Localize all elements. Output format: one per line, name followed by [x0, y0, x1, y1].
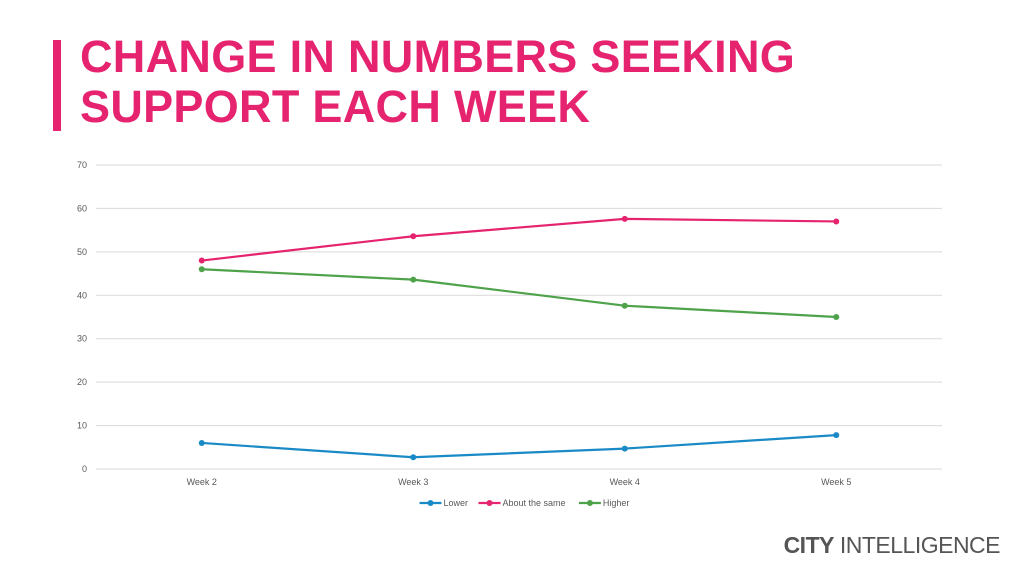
data-point-about-the-same: [833, 218, 840, 225]
series-line-lower: [201, 434, 837, 459]
data-point-lower: [410, 454, 417, 461]
data-point-about-the-same: [410, 233, 417, 240]
y-tick-label: 30: [77, 334, 87, 344]
y-tick-label: 60: [77, 203, 87, 213]
data-point-about-the-same: [198, 257, 205, 264]
brand-logo-regular: INTELLIGENCE: [839, 532, 1001, 558]
y-tick-label: 40: [77, 290, 87, 300]
y-tick-label: 10: [77, 421, 87, 431]
legend-label-lower: Lower: [444, 498, 469, 508]
data-point-lower: [621, 445, 628, 452]
data-point-lower: [833, 432, 840, 439]
data-point-higher: [198, 266, 205, 273]
data-point-higher: [410, 276, 417, 283]
legend-label-about-the-same: About the same: [503, 498, 566, 508]
series-line-about-the-same: [201, 217, 837, 262]
data-point-lower: [198, 439, 205, 446]
x-tick-label: Week 4: [610, 477, 640, 487]
series-line-higher: [201, 268, 837, 319]
page-title-line-2: SUPPORT EACH WEEK: [80, 81, 591, 132]
x-tick-label: Week 2: [187, 477, 217, 487]
title-accent-bar: [53, 40, 61, 131]
page-title: CHANGE IN NUMBERS SEEKING SUPPORT EACH W…: [80, 32, 795, 132]
y-tick-label: 0: [82, 464, 87, 474]
data-point-higher: [621, 302, 628, 309]
data-point-about-the-same: [621, 215, 628, 222]
legend-label-higher: Higher: [603, 498, 630, 508]
x-tick-label: Week 5: [821, 477, 851, 487]
y-tick-label: 70: [77, 160, 87, 170]
legend-marker-higher: [586, 500, 593, 506]
legend-marker-about-the-same: [486, 500, 493, 506]
y-tick-label: 20: [77, 377, 87, 387]
x-tick-label: Week 3: [398, 477, 428, 487]
data-point-higher: [833, 314, 840, 320]
legend-marker-lower: [427, 500, 434, 506]
page-title-line-1: CHANGE IN NUMBERS SEEKING: [80, 31, 796, 82]
y-tick-label: 50: [77, 247, 87, 257]
brand-logo-bold: CITY: [783, 532, 835, 558]
brand-logo: CITY INTELLIGENCE: [783, 532, 1001, 559]
